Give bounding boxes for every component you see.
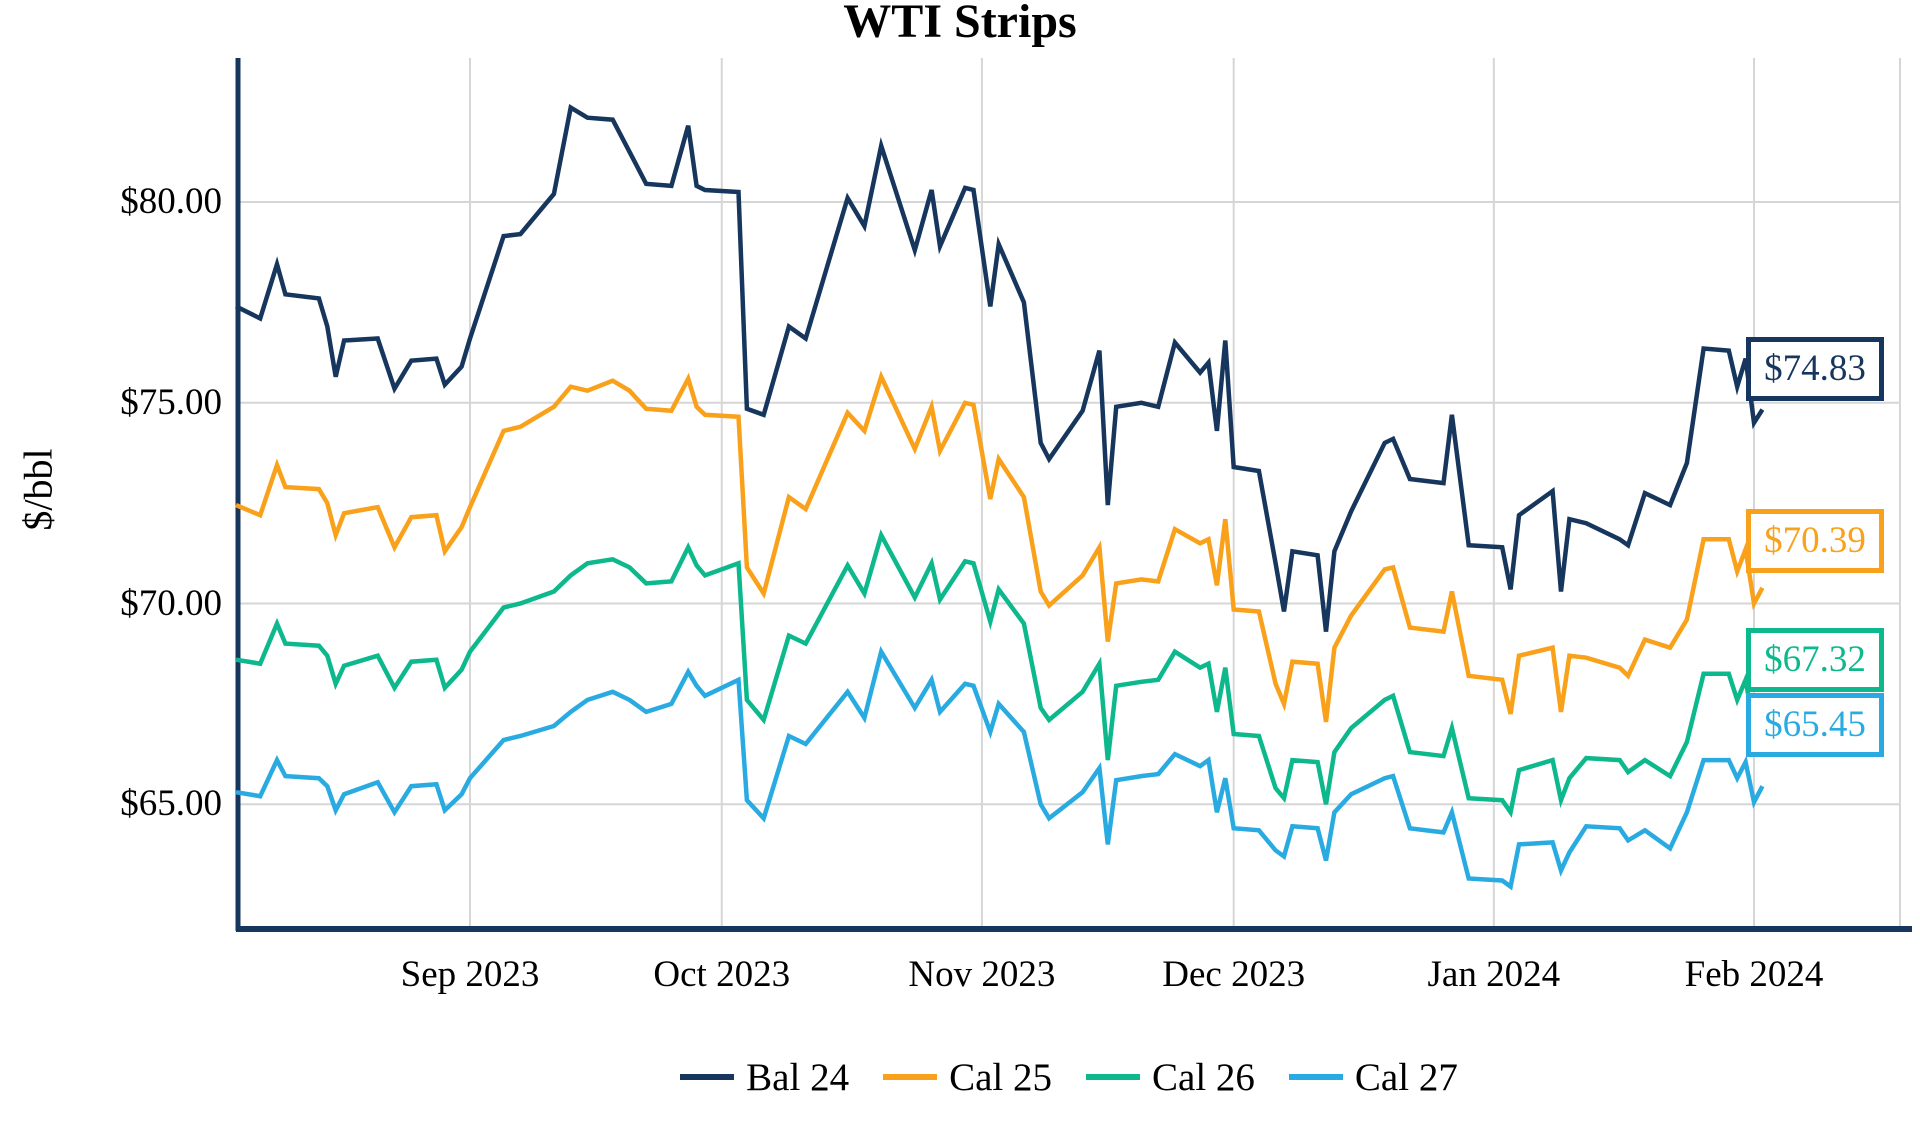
- legend-item-cal-27: Cal 27: [1288, 1055, 1458, 1100]
- legend-item-cal-25: Cal 25: [883, 1055, 1052, 1100]
- y-tick-65: $65.00: [120, 783, 222, 825]
- y-axis-title: $/bbl: [15, 448, 61, 531]
- legend-swatch-cal-25-icon: [883, 1074, 938, 1080]
- legend-swatch-cal-26-icon: [1086, 1074, 1140, 1080]
- end-value-label-cal-26: $67.32: [1746, 628, 1884, 692]
- x-tick-nov-2023: Nov 2023: [908, 954, 1056, 995]
- end-value-label-cal-25: $70.39: [1746, 509, 1884, 573]
- series-line-cal-27: [235, 645, 1765, 891]
- legend-label-cal-26: Cal 26: [1152, 1055, 1255, 1099]
- x-tick-jan-2024: Jan 2024: [1427, 954, 1561, 995]
- legend-item-bal-24: Bal 24: [680, 1055, 849, 1100]
- y-tick-70: $70.00: [120, 582, 222, 624]
- end-value-label-cal-27: $65.45: [1746, 693, 1884, 757]
- legend-label-cal-25: Cal 25: [949, 1055, 1052, 1099]
- chart-title: WTI Strips: [843, 0, 1077, 48]
- axes: [235, 58, 1912, 932]
- legend: Bal 24 Cal 25 Cal 26 Cal 27: [238, 1042, 1900, 1112]
- legend-item-cal-26: Cal 26: [1086, 1055, 1255, 1100]
- legend-swatch-bal-24-icon: [680, 1074, 735, 1080]
- legend-label-cal-27: Cal 27: [1354, 1055, 1458, 1099]
- legend-swatch-cal-27-icon: [1288, 1074, 1343, 1080]
- x-tick-oct-2023: Oct 2023: [653, 954, 791, 995]
- series-lines: [235, 104, 1765, 891]
- y-tick-80: $80.00: [120, 181, 222, 222]
- legend-label-bal-24: Bal 24: [746, 1055, 850, 1099]
- x-tick-dec-2023: Dec 2023: [1162, 954, 1306, 995]
- series-line-cal-26: [235, 529, 1765, 818]
- series-line-cal-25: [235, 370, 1765, 723]
- y-tick-75: $75.00: [120, 381, 222, 423]
- end-value-label-bal-24: $74.83: [1746, 337, 1884, 401]
- x-tick-sep-2023: Sep 2023: [400, 954, 540, 995]
- x-tick-feb-2024: Feb 2024: [1684, 954, 1824, 995]
- series-line-bal-24: [235, 104, 1765, 632]
